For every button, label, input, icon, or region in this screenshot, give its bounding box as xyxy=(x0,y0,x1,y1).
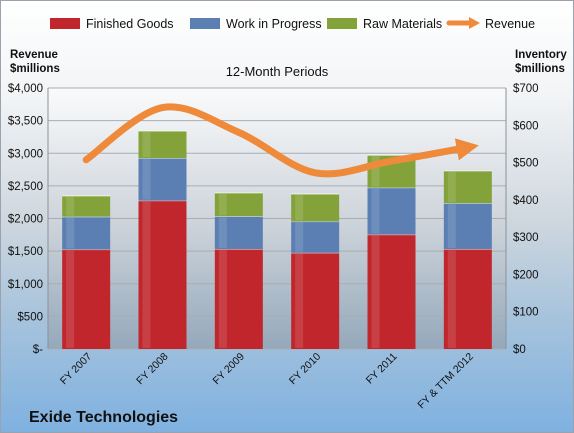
legend-label: Work in Progress xyxy=(226,17,322,31)
right-axis-label-line1: Inventory xyxy=(515,49,567,61)
right-tick-label: $100 xyxy=(513,307,539,319)
right-tick-label: $0 xyxy=(513,344,526,356)
x-tick-label: FY 2011 xyxy=(364,351,400,387)
bar-highlight xyxy=(142,159,151,200)
legend-arrow-icon xyxy=(469,17,480,29)
left-axis-ticks: $- $500 $1,000 $1,500 $2,000 $2,500 $3,000 $3,5… xyxy=(8,83,43,356)
company-name: Exide Technologies xyxy=(29,409,178,426)
x-tick-label: FY & TTM 2012 xyxy=(415,351,476,412)
bar-segment-finished-goods xyxy=(62,249,111,349)
bar-segment-finished-goods xyxy=(367,234,416,349)
bar-highlight xyxy=(295,194,304,221)
bar-segment-work-in-progress xyxy=(214,216,263,250)
bar-segment-raw-materials xyxy=(291,193,340,222)
bar-segment-work-in-progress xyxy=(291,221,340,253)
right-tick-label: $200 xyxy=(513,269,539,281)
x-tick-label: FY 2008 xyxy=(134,351,171,388)
legend-label: Raw Materials xyxy=(363,17,442,31)
chart-subtitle: 12-Month Periods xyxy=(226,64,329,79)
bar-highlight xyxy=(295,222,304,252)
bar-highlight xyxy=(371,188,380,234)
revenue-line xyxy=(82,103,479,178)
bar-segment-finished-goods xyxy=(138,200,187,349)
bar-segment-work-in-progress xyxy=(138,158,187,201)
left-tick-label: $2,000 xyxy=(8,214,43,226)
right-tick-label: $300 xyxy=(513,232,539,244)
bar-highlight xyxy=(218,193,227,216)
legend: Finished Goods Work in Progress Raw Materi… xyxy=(50,17,535,31)
legend-label: Revenue xyxy=(485,17,535,31)
bar-highlight xyxy=(142,131,151,158)
left-tick-label: $3,500 xyxy=(8,116,43,128)
right-tick-label: $500 xyxy=(513,158,539,170)
bar-segment-finished-goods xyxy=(291,252,340,349)
right-tick-label: $600 xyxy=(513,120,539,132)
bar-highlight xyxy=(218,250,227,348)
bar-segment-work-in-progress xyxy=(367,187,416,235)
left-tick-label: $3,000 xyxy=(8,148,43,160)
legend-label: Finished Goods xyxy=(86,17,174,31)
legend-swatch-finished-goods xyxy=(50,18,80,29)
x-tick-label: FY 2007 xyxy=(58,351,95,388)
right-axis-ticks: $0 $100 $200 $300 $400 $500 $600 $700 xyxy=(513,83,539,356)
gridlines xyxy=(47,87,507,350)
right-tick-label: $400 xyxy=(513,195,539,207)
bar-highlight xyxy=(66,217,75,249)
left-tick-label: $4,000 xyxy=(8,83,43,95)
x-tick-label: FY 2010 xyxy=(287,351,324,388)
left-tick-label: $1,000 xyxy=(8,279,43,291)
bar-segment-work-in-progress xyxy=(62,216,111,250)
left-axis-label-line1: Revenue xyxy=(10,49,58,61)
legend-swatch-work-in-progress xyxy=(190,18,220,29)
bar-highlight xyxy=(447,250,456,348)
bar-highlight xyxy=(66,196,75,216)
bar-group xyxy=(62,130,492,349)
left-tick-label: $- xyxy=(33,344,43,356)
bar-segment-raw-materials xyxy=(214,192,263,217)
bar-highlight xyxy=(142,201,151,348)
right-axis-label-line2: $millions xyxy=(515,63,565,75)
bar-segment-work-in-progress xyxy=(443,203,492,250)
bar-highlight xyxy=(447,171,456,203)
bar-segment-finished-goods xyxy=(443,249,492,349)
bar-segment-raw-materials xyxy=(138,130,187,159)
legend-swatch-raw-materials xyxy=(327,18,357,29)
left-axis-label-line2: $millions xyxy=(10,63,60,75)
x-axis-ticks: FY 2007 FY 2008 FY 2009 FY 2010 FY 2011 FY & … xyxy=(58,351,476,412)
left-tick-label: $500 xyxy=(17,311,43,323)
left-tick-label: $1,500 xyxy=(8,246,43,258)
bar-highlight xyxy=(447,204,456,249)
bar-highlight xyxy=(295,253,304,348)
right-tick-label: $700 xyxy=(513,83,539,95)
bar-highlight xyxy=(66,250,75,348)
bar-highlight xyxy=(218,217,227,249)
bar-highlight xyxy=(371,235,380,348)
revenue-line-group xyxy=(82,103,479,178)
bar-segment-raw-materials xyxy=(62,195,111,217)
left-tick-label: $2,500 xyxy=(8,181,43,193)
bar-highlight xyxy=(371,156,380,187)
x-tick-label: FY 2009 xyxy=(211,351,248,388)
bar-segment-finished-goods xyxy=(214,249,263,349)
bar-segment-raw-materials xyxy=(443,170,492,204)
